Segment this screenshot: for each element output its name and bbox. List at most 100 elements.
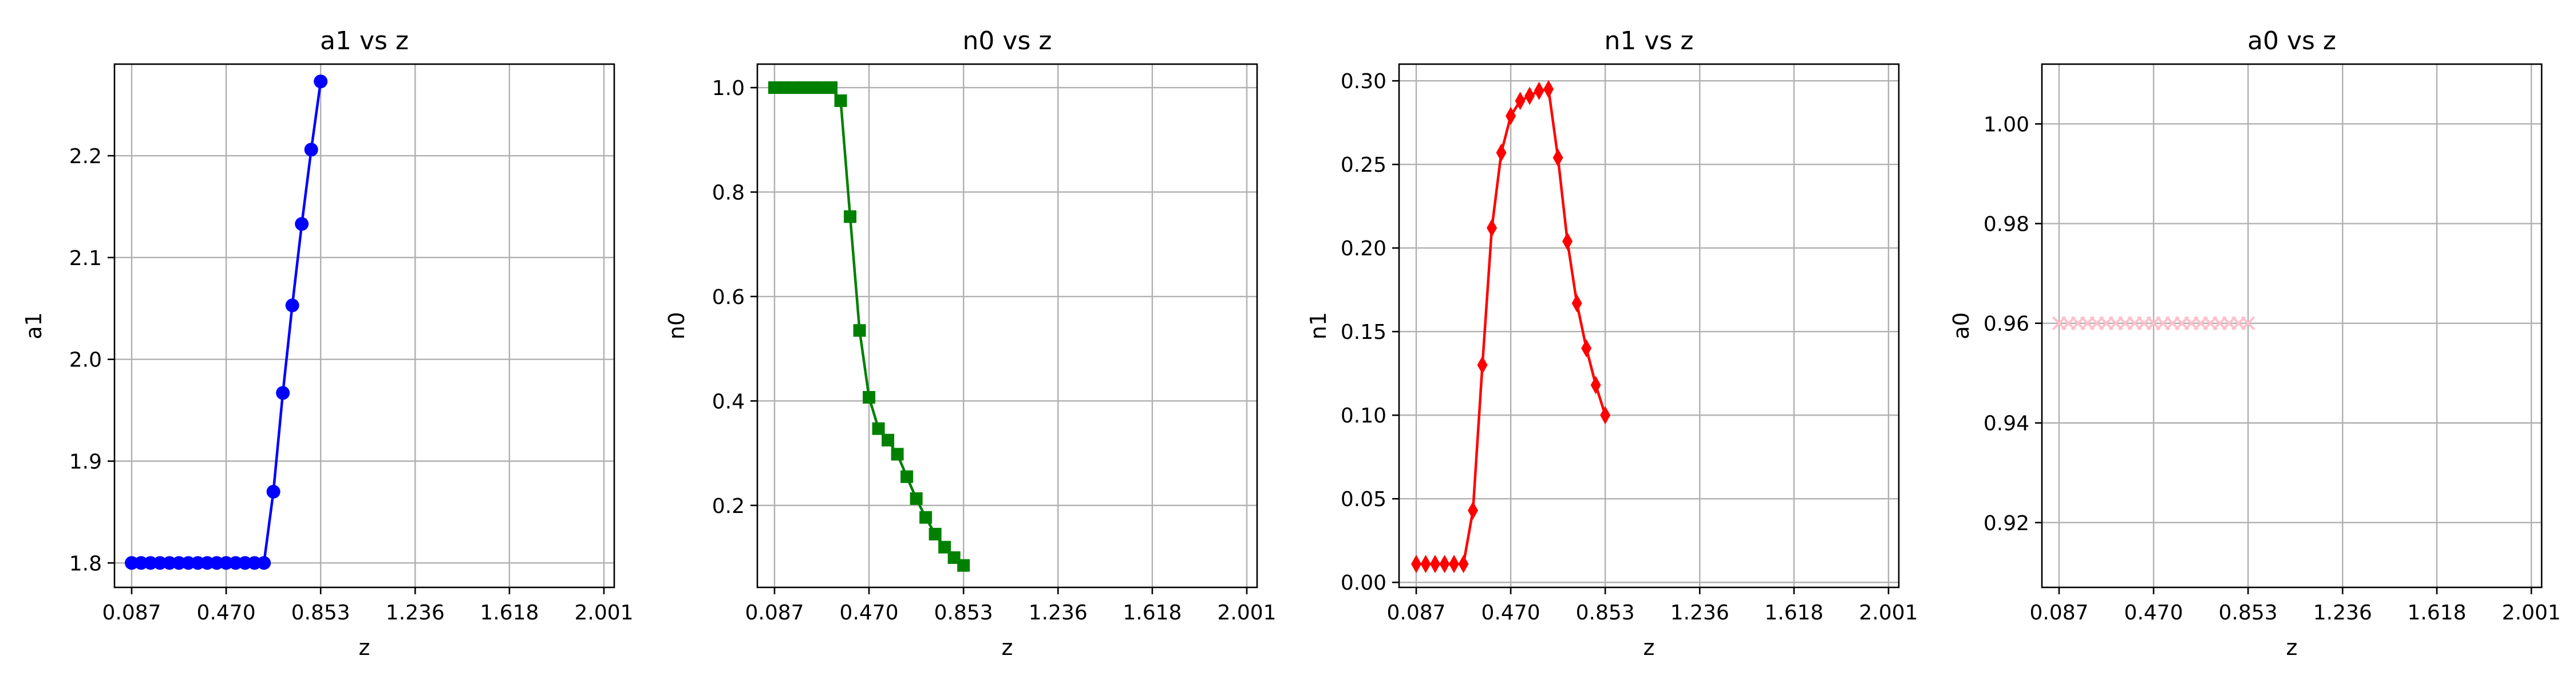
data-point [144,556,158,570]
data-point [872,422,885,435]
y-tick-label: 0.20 [1341,237,1386,260]
chart-title: a1 vs z [320,26,409,56]
data-point [1506,106,1516,125]
chart-title: n1 vs z [1605,26,1694,56]
data-point [1515,92,1526,110]
data-point [1420,555,1431,574]
x-tick-label: 0.853 [934,601,993,625]
plot-frame [113,63,615,589]
data-point [191,556,205,570]
data-point [1487,219,1498,238]
x-tick-label: 0.470 [1481,601,1540,625]
data-point [1468,501,1479,520]
x-tick-label: 2.001 [2502,601,2561,625]
x-axis-label: z [1643,635,1655,660]
chart-title: a0 vs z [2247,26,2336,56]
x-tick-label: 2.001 [1217,601,1276,625]
x-tick-label: 0.470 [840,601,899,625]
data-point [1477,356,1488,374]
y-tick-label: 0.92 [1984,512,2029,535]
data-point [1581,339,1592,358]
data-point [238,556,252,570]
x-tick-label: 1.236 [2313,601,2372,625]
x-tick-label: 0.853 [1576,601,1635,625]
data-point [768,81,781,94]
data-point [853,324,866,337]
chart-title: n0 vs z [963,26,1052,56]
data-point [777,81,791,94]
data-point [285,298,299,313]
data-point [834,94,847,107]
chart-panel-3: 0.087 0.470 0.853 1.236 1.618 2.001 0.00 0.05 0.… [1306,26,1918,660]
data-point [938,540,951,554]
data-point [900,470,914,483]
y-tick-label: 0.30 [1341,70,1386,93]
chart-panel-1: 0.087 0.470 0.853 1.236 1.618 2.001 1.8 1.9 2.0 2… [21,26,634,660]
x-axis-label: z [1002,635,1013,660]
y-tick-label: 2.0 [69,349,102,372]
plot-frame [2041,63,2543,589]
data-point [1439,555,1450,574]
data-point [1430,555,1441,574]
data-point [910,492,923,505]
data-point [947,551,961,564]
data-point [825,81,838,94]
data-point [210,556,224,570]
y-tick-label: 0.2 [712,495,745,518]
data-point [314,74,328,89]
x-tick-label: 0.087 [745,601,804,625]
data-point [163,556,177,570]
data-point [863,390,876,404]
data-point [1600,406,1611,425]
data-point [882,433,895,447]
data-point [1590,376,1601,394]
data-point [1562,232,1573,251]
data-point [1552,148,1563,167]
data-point [228,556,243,570]
data-point [787,81,800,94]
x-tick-label: 1.236 [1670,601,1729,625]
plot-frame [1398,63,1900,589]
data-point [919,511,933,524]
x-tick-label: 1.618 [1764,601,1823,625]
x-tick-label: 0.087 [102,601,161,625]
y-tick-label: 0.98 [1984,213,2029,236]
y-tick-label: 0.96 [1984,313,2029,336]
data-point [257,556,271,570]
plot-frame [756,63,1258,589]
data-point [1524,86,1535,105]
y-tick-label: 0.00 [1341,571,1386,595]
chart-panel-2: 0.087 0.470 0.853 1.236 1.618 2.001 0.2 0.4 0.6 0… [664,26,1277,660]
x-tick-label: 0.087 [1386,601,1445,625]
y-tick-label: 0.6 [712,286,745,309]
chart-panel-4: 0.087 0.470 0.853 1.236 1.618 2.001 0.92 0.94 0.… [1949,26,2561,660]
x-tick-label: 0.470 [2124,601,2183,625]
data-point [929,527,942,540]
y-tick-label: 0.25 [1341,153,1386,177]
data-point [295,217,309,231]
y-tick-label: 1.00 [1984,113,2029,136]
data-point [957,559,970,572]
data-point [1534,81,1544,100]
data-point [276,386,290,400]
x-tick-label: 0.853 [2219,601,2278,625]
data-point [266,484,280,499]
y-tick-label: 0.10 [1341,404,1386,428]
data-point [1449,555,1460,574]
y-axis-label: n0 [664,312,689,339]
data-point [806,81,819,94]
y-tick-label: 0.4 [712,390,745,413]
x-tick-label: 0.087 [2029,601,2088,625]
x-tick-label: 1.618 [1123,601,1182,625]
data-point [219,556,234,570]
x-tick-label: 1.618 [2407,601,2466,625]
y-tick-label: 2.1 [69,247,102,270]
data-point [1458,555,1469,574]
y-tick-label: 1.0 [712,77,745,100]
data-point [1543,80,1554,98]
x-tick-label: 1.236 [1029,601,1088,625]
y-axis-label: a0 [1949,312,1974,339]
x-tick-label: 1.618 [480,601,539,625]
data-point [247,556,262,570]
data-point [172,556,186,570]
